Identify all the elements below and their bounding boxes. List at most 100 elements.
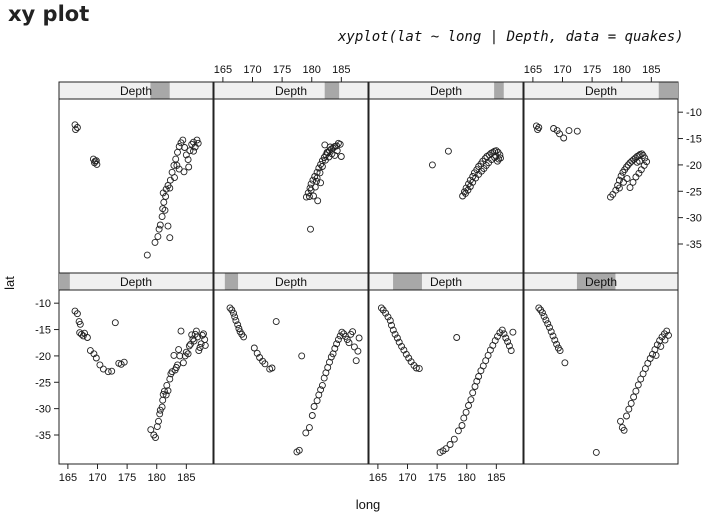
data-point [504, 338, 512, 346]
data-point [496, 151, 504, 159]
data-point [315, 164, 323, 172]
x-tick-label: 170 [553, 64, 571, 76]
data-point [160, 198, 168, 206]
data-point [652, 351, 660, 359]
data-point [194, 333, 202, 341]
data-point [231, 313, 239, 321]
axes-layer: 165 170 175 180 185 165 170 175 180 185 165 170 175 1… [35, 64, 702, 484]
data-point [226, 304, 234, 312]
panel-frame [368, 98, 524, 274]
strip-label: Depth [275, 84, 307, 98]
data-point [156, 410, 164, 418]
data-point [173, 161, 181, 169]
data-point [624, 161, 632, 169]
data-point [190, 138, 197, 146]
data-point [313, 174, 321, 182]
x-tick-label: 180 [303, 64, 321, 76]
data-point [507, 347, 515, 355]
data-point [547, 328, 555, 336]
panel-frame [58, 98, 214, 274]
data-point [454, 427, 462, 435]
data-point [298, 352, 306, 360]
data-point [634, 381, 642, 389]
data-point [405, 354, 413, 362]
data-point [467, 396, 475, 404]
data-point [153, 423, 161, 431]
data-point [502, 334, 510, 342]
data-point [317, 386, 325, 394]
data-point [170, 161, 178, 169]
data-point [475, 373, 483, 380]
y-tick-label: -30 [35, 404, 51, 416]
data-point [462, 189, 469, 197]
data-point [386, 317, 394, 325]
data-point [460, 414, 468, 422]
data-point [302, 193, 310, 201]
data-point [268, 364, 276, 372]
data-point [321, 141, 329, 149]
data-point [197, 340, 205, 348]
data-point [261, 360, 269, 368]
x-tick-label: 170 [243, 64, 261, 76]
x-tick-label: 165 [214, 64, 232, 76]
data-point [473, 377, 481, 385]
data-point [391, 330, 399, 338]
data-point [156, 221, 164, 229]
panel-frame [368, 289, 524, 465]
data-point [317, 160, 325, 168]
y-tick-label: -10 [686, 107, 702, 119]
y-tick-label: -35 [35, 430, 51, 442]
data-point [108, 367, 116, 375]
data-point [177, 327, 185, 335]
data-point [308, 412, 316, 419]
data-point [663, 327, 671, 335]
data-point [162, 185, 170, 193]
data-point [174, 361, 181, 369]
data-point [313, 397, 321, 405]
page-title: xy plot [8, 2, 90, 26]
strip-label: Depth [585, 275, 617, 289]
strip-depth-range [494, 82, 504, 99]
data-point [104, 368, 112, 376]
x-tick-label: 165 [59, 472, 77, 484]
data-point [446, 441, 454, 448]
data-point [573, 127, 581, 135]
data-point [544, 320, 552, 328]
data-point [338, 328, 346, 336]
x-tick-label: 180 [148, 472, 166, 484]
data-point [623, 175, 631, 183]
data-point [185, 342, 193, 350]
data-point [560, 134, 568, 142]
data-point [492, 147, 500, 155]
data-point [620, 426, 628, 434]
data-point [120, 358, 128, 366]
data-point [500, 330, 508, 338]
data-point [453, 334, 461, 341]
data-point [194, 139, 202, 147]
data-point [625, 405, 633, 413]
data-point [73, 310, 81, 318]
data-point [333, 340, 341, 348]
data-point [398, 342, 406, 350]
data-point [336, 140, 344, 148]
data-point [314, 197, 322, 205]
data-point [159, 396, 167, 404]
x-tick-label: 185 [332, 64, 350, 76]
data-point [646, 355, 654, 362]
data-point [615, 176, 623, 184]
data-point [161, 206, 169, 214]
data-point [349, 328, 357, 336]
data-point [661, 336, 669, 344]
data-point [164, 222, 172, 230]
code-caption: xyplot(lat ~ long | Depth, data = quakes… [338, 29, 684, 45]
data-point [175, 165, 183, 173]
data-point [632, 173, 640, 181]
data-point [546, 323, 553, 331]
data-point [615, 184, 623, 192]
data-point [509, 328, 517, 336]
data-point [316, 169, 324, 177]
data-point [643, 158, 651, 166]
data-point [176, 352, 184, 360]
panel-frame [213, 98, 369, 274]
y-tick-label: -15 [35, 325, 51, 337]
